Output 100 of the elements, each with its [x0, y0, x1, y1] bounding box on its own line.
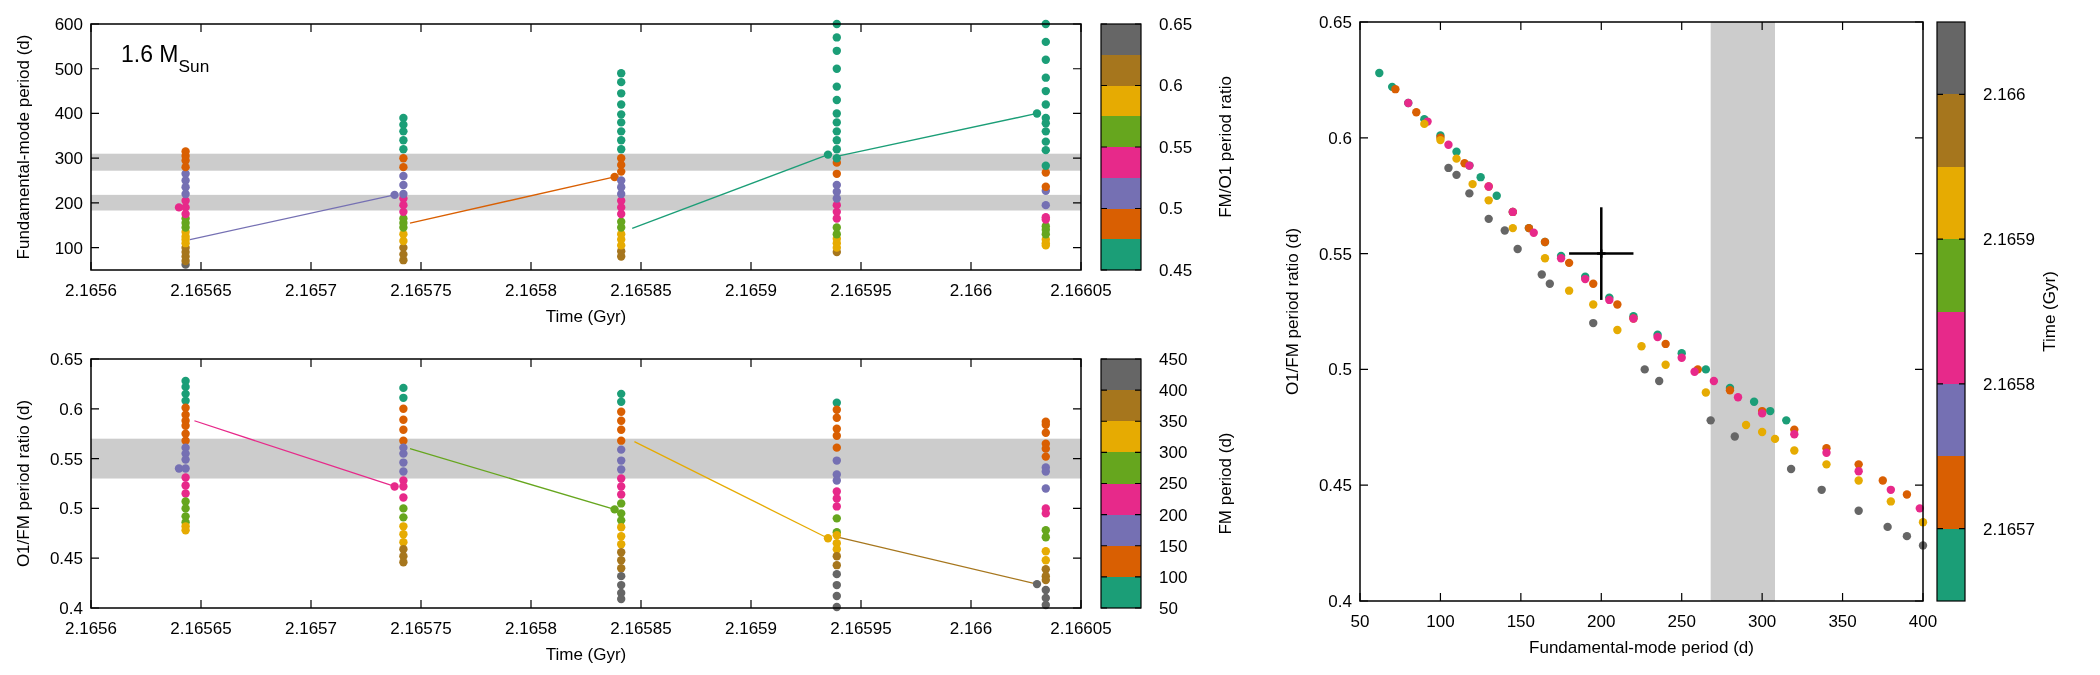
- point: [181, 396, 190, 406]
- color-bar-title: Time (Gyr): [2040, 271, 2059, 352]
- point: [832, 33, 841, 42]
- color-bar-title: FM period (d): [1216, 432, 1235, 535]
- x-axis-title: Time (Gyr): [545, 645, 627, 664]
- x-tick-label: 250: [1667, 612, 1696, 631]
- point: [832, 431, 841, 440]
- point: [617, 110, 626, 119]
- point: [1529, 228, 1538, 237]
- point: [1375, 68, 1384, 78]
- point: [617, 217, 626, 226]
- point: [174, 203, 184, 212]
- point: [1637, 342, 1646, 351]
- point: [399, 530, 408, 539]
- point: [1589, 279, 1598, 288]
- point: [1902, 531, 1912, 541]
- color-bar-label: 0.65: [1159, 14, 1193, 34]
- y-tick-label: 0.65: [49, 349, 83, 369]
- y-tick-label: 0.6: [1328, 128, 1352, 148]
- point: [181, 189, 190, 199]
- point: [832, 552, 841, 561]
- annotation: 1.6 M$_{Sun}$: [121, 41, 210, 76]
- point: [1444, 140, 1453, 149]
- x-tick-label: 400: [1908, 612, 1938, 631]
- point: [1782, 416, 1791, 425]
- point: [1041, 127, 1050, 136]
- point: [832, 127, 841, 136]
- y-axis-title: O1/FM period ratio (d): [1283, 227, 1302, 396]
- point: [832, 64, 841, 73]
- point: [617, 397, 626, 407]
- point: [181, 403, 190, 412]
- x-tick-label: 300: [1747, 612, 1777, 631]
- color-bar-label: 2.166: [1983, 85, 2026, 105]
- x-tick-label: 2.166: [949, 281, 993, 300]
- point: [399, 482, 408, 491]
- point: [1540, 254, 1550, 263]
- point: [832, 145, 841, 154]
- y-tick-label: 0.4: [1328, 591, 1352, 611]
- point: [1822, 460, 1831, 469]
- point: [1757, 427, 1767, 437]
- point: [181, 436, 190, 445]
- y-tick-label: 200: [54, 193, 83, 213]
- x-tick-label: 2.1657: [285, 281, 337, 300]
- y-tick-label: 600: [54, 14, 83, 34]
- point: [1041, 137, 1050, 146]
- x-tick-label: 2.1656: [65, 281, 117, 300]
- point: [399, 136, 408, 145]
- point: [1476, 172, 1485, 182]
- point: [1902, 490, 1912, 499]
- color-bar-label: 2.1658: [1983, 374, 2035, 394]
- point: [1749, 397, 1759, 407]
- point: [1886, 485, 1896, 495]
- color-bar-label: 150: [1159, 536, 1188, 556]
- point: [1041, 547, 1050, 556]
- point: [399, 145, 408, 154]
- point: [617, 540, 626, 549]
- point: [399, 522, 408, 531]
- point: [1706, 416, 1715, 425]
- y-axis-title: O1/FM period ratio (d): [14, 399, 33, 568]
- point: [617, 532, 626, 541]
- y-tick-label: 400: [54, 104, 83, 124]
- point: [1391, 84, 1400, 94]
- y-tick-label: 0.6: [59, 399, 83, 419]
- point: [617, 499, 626, 508]
- point: [1589, 318, 1598, 328]
- color-bar-label: 450: [1159, 349, 1188, 369]
- point: [832, 413, 841, 422]
- color-bar-label: 50: [1159, 598, 1178, 618]
- x-tick-label: 2.16565: [170, 281, 232, 300]
- point: [832, 46, 841, 56]
- point: [1041, 73, 1050, 82]
- point: [1484, 196, 1493, 205]
- point: [1878, 476, 1887, 485]
- point: [1492, 191, 1501, 200]
- point: [617, 571, 626, 581]
- point: [1822, 448, 1831, 457]
- point: [1790, 430, 1799, 439]
- point: [832, 443, 841, 452]
- point: [617, 555, 626, 565]
- x-tick-label: 2.16595: [830, 281, 892, 300]
- point: [1032, 109, 1042, 118]
- color-bar-label: 0.55: [1159, 137, 1193, 157]
- color-bar-label: 2.1657: [1983, 519, 2035, 539]
- point: [617, 580, 626, 590]
- point: [1613, 325, 1622, 335]
- point: [1452, 147, 1461, 156]
- point: [1765, 406, 1775, 416]
- point: [399, 449, 408, 458]
- point: [1854, 460, 1863, 469]
- point: [1545, 279, 1555, 288]
- point: [1452, 154, 1461, 163]
- point: [617, 563, 626, 573]
- point: [1513, 244, 1522, 254]
- point: [832, 153, 841, 163]
- point: [1041, 452, 1050, 461]
- point: [1412, 108, 1421, 117]
- x-tick-label: 2.16565: [170, 619, 232, 638]
- point: [1883, 522, 1892, 532]
- y-tick-label: 0.55: [49, 449, 83, 469]
- x-tick-label: 2.16575: [390, 619, 452, 638]
